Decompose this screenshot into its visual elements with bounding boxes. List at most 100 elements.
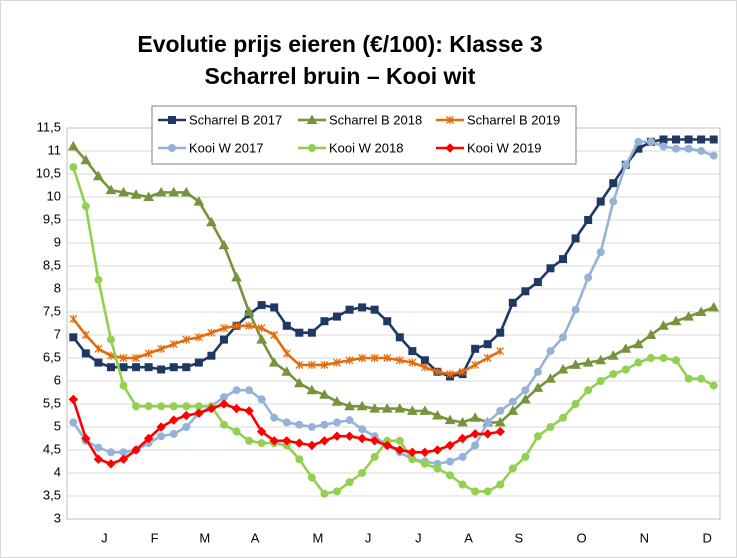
point [281, 366, 293, 376]
point [144, 402, 153, 411]
point [670, 315, 682, 326]
point [559, 413, 568, 422]
point [559, 333, 568, 342]
point [257, 395, 266, 404]
point [244, 406, 254, 416]
legend-marker [306, 114, 318, 124]
point [658, 320, 669, 330]
point [206, 216, 217, 227]
point [119, 381, 128, 390]
point [231, 271, 242, 282]
point [571, 400, 580, 408]
point [245, 321, 254, 330]
point [307, 360, 316, 369]
y-tick-label: 11,5 [37, 119, 61, 134]
point [344, 400, 355, 411]
legend-box [151, 105, 577, 165]
point [94, 344, 103, 353]
point [446, 471, 455, 480]
point [257, 439, 266, 448]
y-tick-label: 8 [54, 280, 61, 295]
point [68, 394, 78, 405]
point [132, 354, 141, 362]
point [332, 487, 341, 496]
point [257, 301, 266, 310]
point [433, 464, 442, 473]
point [395, 436, 404, 445]
point [507, 405, 519, 415]
point [395, 445, 405, 455]
point [106, 363, 115, 372]
x-tick-label: O [577, 530, 587, 545]
point [370, 452, 379, 461]
point [270, 331, 279, 339]
point [194, 408, 204, 418]
point [533, 278, 542, 287]
legend-marker [308, 144, 316, 152]
point [369, 403, 381, 413]
point [520, 393, 531, 404]
point [345, 356, 354, 365]
point [81, 349, 90, 358]
point [295, 360, 304, 369]
point [118, 454, 129, 464]
point [432, 409, 443, 420]
point [495, 426, 505, 437]
point [80, 154, 92, 165]
point [295, 328, 304, 337]
point [695, 306, 707, 316]
point [646, 137, 655, 146]
point [496, 347, 505, 356]
point [320, 420, 329, 429]
point [307, 328, 316, 337]
point [157, 432, 166, 441]
point [269, 436, 279, 446]
point [546, 347, 555, 356]
point [106, 335, 115, 344]
point [356, 400, 368, 411]
legend-label: Scharrel B 2018 [329, 112, 422, 127]
point [420, 447, 430, 458]
point [395, 333, 404, 342]
point [659, 354, 668, 362]
x-tick-label: J [415, 530, 422, 545]
point [557, 363, 569, 374]
y-tick-label: 5,5 [43, 395, 61, 410]
point [231, 403, 242, 414]
point [131, 445, 141, 455]
point [609, 197, 618, 206]
point [132, 363, 141, 372]
point [332, 312, 341, 321]
point [270, 303, 279, 312]
point [331, 396, 343, 406]
point [307, 423, 316, 431]
point [471, 441, 480, 450]
legend-marker [168, 116, 176, 124]
point [219, 399, 229, 409]
point [232, 386, 241, 395]
point [697, 135, 706, 144]
point [595, 354, 607, 365]
point [645, 329, 657, 339]
point [218, 239, 230, 250]
y-tick-label: 4,5 [43, 441, 61, 456]
point [370, 354, 379, 362]
y-tick-label: 10,5 [36, 165, 61, 180]
series [67, 140, 720, 427]
point [105, 184, 117, 195]
point [420, 356, 429, 365]
legend-marker [445, 143, 455, 153]
legend-marker [446, 116, 454, 124]
point [533, 432, 542, 441]
x-tick-label: A [464, 530, 473, 545]
point [69, 163, 78, 172]
point [446, 370, 454, 379]
point [106, 351, 115, 360]
point [584, 386, 593, 395]
point [93, 454, 104, 464]
y-tick-label: 3,5 [43, 487, 61, 502]
y-tick-label: 9,5 [43, 211, 61, 226]
x-tick-label: N [640, 530, 649, 545]
point [521, 386, 530, 395]
y-tick-label: 7,5 [43, 303, 61, 318]
